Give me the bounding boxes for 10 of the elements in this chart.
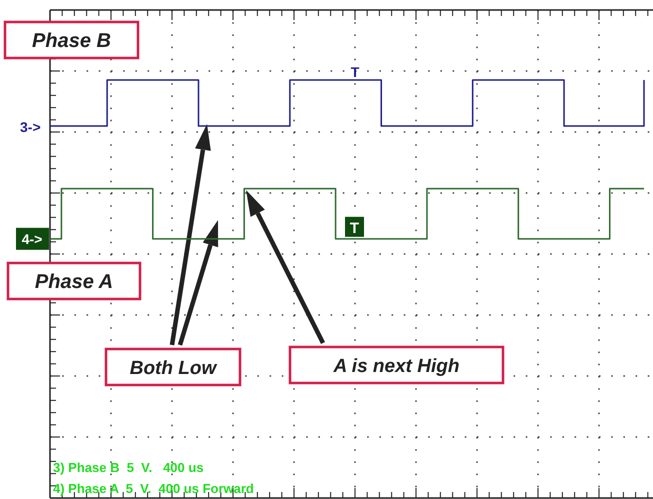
annotation: 4) Phase A 5 V. 400 us Forward <box>53 481 254 496</box>
series-label: Phase A <box>34 271 114 293</box>
annotation: A is next High <box>332 356 460 377</box>
annotation: 3) Phase B 5 V. 400 us <box>53 460 204 475</box>
annotation: T <box>350 220 360 237</box>
text: 4-> <box>22 230 42 247</box>
text: 3-> <box>20 118 41 135</box>
annotation: T <box>350 64 360 80</box>
series-label: Phase B <box>32 30 111 52</box>
annotation: Both Low <box>130 358 218 379</box>
